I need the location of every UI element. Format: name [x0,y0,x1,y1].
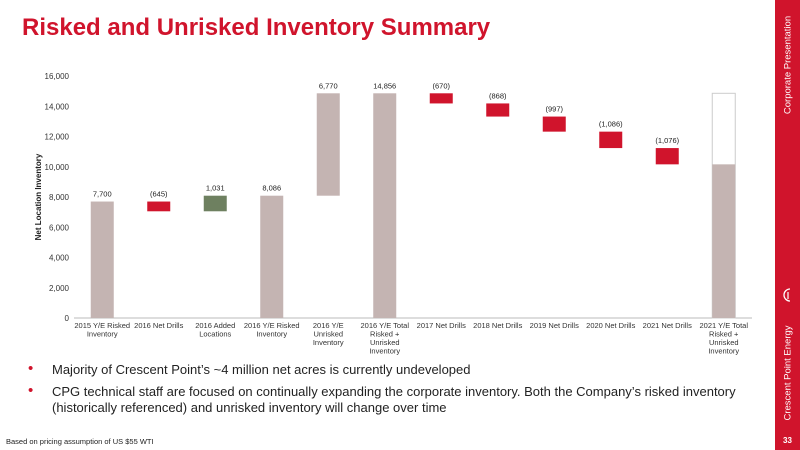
waterfall-chart: 0 2,000 4,000 6,000 8,000 10,000 12,000 14,000 1… [34,72,752,356]
data-label: (645) [150,190,168,199]
y-tick-label: 12,000 [45,133,70,142]
data-label: 7,700 [93,190,112,199]
bullet-item: • Majority of Crescent Point’s ~4 million… [28,360,768,378]
y-tick-label: 2,000 [49,284,70,293]
data-label: 6,770 [319,81,338,90]
bullet-list: • Majority of Crescent Point’s ~4 million… [28,360,768,422]
sidebar-band [775,0,800,450]
x-tick-label: 2016 Added Locations [195,321,235,339]
bar [147,201,171,212]
bar [90,201,114,318]
x-tick-label: 2018 Net Drills [473,321,522,330]
x-tick-label: 2016 Y/E Total Risked + Unrisked Inventory [360,321,409,356]
y-tick-label: 0 [65,314,70,323]
x-tick-label: 2019 Net Drills [530,321,579,330]
bar [373,93,397,318]
slide-title: Risked and Unrisked Inventory Summary [22,14,491,41]
bar [203,195,227,212]
data-label: (1,086) [599,120,623,129]
bullet-dot-icon: • [28,382,34,399]
bar [599,131,623,149]
x-tick-label: 2020 Net Drills [586,321,635,330]
x-tick-label: 2021 Y/E Total Risked + Unrisked Inventory [699,321,748,356]
bar [486,103,510,117]
page-number: 33 [783,436,792,445]
side-label-top: Corporate Presentation [775,0,800,130]
data-label: (670) [432,81,450,90]
x-tick-label: 2021 Net Drills [643,321,692,330]
x-tick-label: 2016 Y/E Risked Inventory [244,321,300,339]
data-label: 14,856 [373,81,396,90]
data-label: 1,031 [206,184,225,193]
bar [429,93,453,104]
x-tick-label: 2015 Y/E Risked Inventory [74,321,130,339]
y-tick-label: 10,000 [45,163,70,172]
data-label: 8,086 [262,184,281,193]
data-label: (997) [545,105,563,114]
bullet-item: • CPG technical staff are focused on cont… [28,382,768,416]
side-label-bottom-text: Crescent Point Energy [782,325,793,421]
y-tick-label: 4,000 [49,254,70,263]
bullet-text: Majority of Crescent Point’s ~4 million … [52,362,471,377]
y-tick-label: 8,000 [49,193,70,202]
x-tick-label: 2016 Net Drills [134,321,183,330]
x-tick-label: 2017 Net Drills [417,321,466,330]
bar [316,93,340,196]
x-tick-label: 2016 Y/E Unrisked Inventory [313,321,344,347]
data-label: (868) [489,91,507,100]
y-axis-label: Net Location Inventory [34,153,43,240]
crescent-point-logo-icon [783,288,791,302]
y-tick-label: 16,000 [45,72,70,81]
bar [542,116,566,132]
footnote: Based on pricing assumption of US $55 WT… [6,437,154,446]
y-tick-label: 14,000 [45,102,70,111]
bullet-text: CPG technical staff are focused on conti… [52,384,736,415]
side-label-bottom: Crescent Point Energy [775,318,800,428]
y-tick-label: 6,000 [49,223,70,232]
bar [260,195,284,318]
bar [712,164,736,318]
data-label: (1,076) [655,136,679,145]
bullet-dot-icon: • [28,360,34,377]
bar [655,148,679,165]
side-label-top-text: Corporate Presentation [782,15,793,115]
